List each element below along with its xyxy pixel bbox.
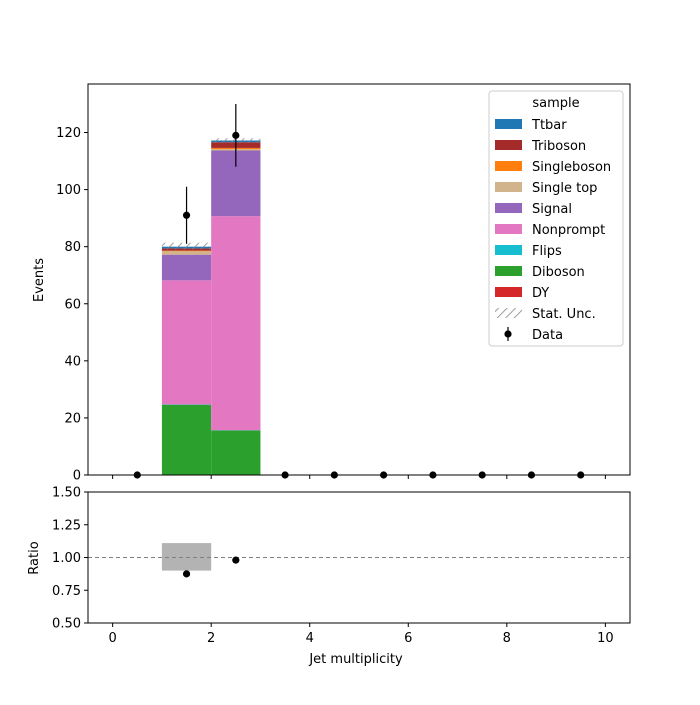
bar-single-top-bin-1 [162,251,211,254]
ratio-y-tick-label-4: 1.50 [52,486,81,501]
data-point-2 [232,132,239,139]
ratio-x-tick-label-2: 4 [306,631,314,646]
bar-singleboson-bin-1 [162,251,211,252]
main-y-tick-label-120: 120 [56,126,81,141]
legend-swatch-singleboson [495,161,522,171]
legend: sample Ttbar Triboson Singleboson Single to… [489,91,623,346]
legend-label-stat-unc: Stat. Unc. [532,307,596,322]
bar-diboson-bin-1 [162,405,211,475]
ratio-unc-band-0 [162,543,211,571]
legend-swatch-dy [495,287,522,297]
legend-label-dy: DY [532,286,549,301]
ratio-x-axis-title: Jet multiplicity [308,652,403,667]
legend-label-flips: Flips [532,244,562,259]
bar-nonprompt-bin-2 [211,216,260,430]
ratio-x-tick-label-3: 6 [404,631,412,646]
ratio-y-tick-label-3: 1.25 [52,518,81,533]
main-y-tick-label-80: 80 [64,240,81,255]
ratio-point-1 [232,557,239,564]
ratio-unc-band [162,543,211,571]
ratio-y-tick-label-0: 0.50 [52,617,81,632]
legend-swatch-data [504,330,511,337]
legend-label-ttbar: Ttbar [531,118,567,133]
ratio-x-tick-label-5: 10 [597,631,614,646]
legend-label-data: Data [532,328,563,343]
legend-label-triboson: Triboson [531,139,586,154]
legend-swatch-single-top [495,182,522,192]
bar-nonprompt-bin-1 [162,280,211,404]
legend-swatch-nonprompt [495,224,522,234]
main-y-tick-label-20: 20 [64,411,81,426]
ratio-y-axis-title: Ratio [27,541,42,574]
legend-swatch-stat-unc [495,308,522,318]
ratio-x-tick-label-0: 0 [108,631,116,646]
legend-swatch-diboson [495,266,522,276]
legend-label-single-top: Single top [532,181,597,196]
ratio-x-tick-label-4: 8 [503,631,511,646]
ratio-x-tick-label-1: 2 [207,631,215,646]
legend-swatch-flips [495,245,522,255]
ratio-y-tick-label-1: 0.75 [52,584,81,599]
main-y-tick-label-100: 100 [56,183,81,198]
main-y-tick-label-40: 40 [64,354,81,369]
main-y-tick-label-60: 60 [64,297,81,312]
data-point-1 [183,212,190,219]
main-y-tick-label-0: 0 [73,469,81,484]
main-y-axis-title: Events [32,258,47,302]
legend-swatch-signal [495,203,522,213]
legend-title: sample [532,96,579,111]
ratio-y-tick-label-2: 1.00 [52,551,81,566]
legend-swatch-triboson [495,140,522,150]
legend-label-signal: Signal [532,202,572,217]
legend-label-nonprompt: Nonprompt [532,223,605,238]
legend-label-singleboson: Singleboson [532,160,611,175]
bar-signal-bin-1 [162,255,211,281]
legend-swatch-ttbar [495,119,522,129]
legend-label-diboson: Diboson [532,265,585,280]
bar-diboson-bin-2 [211,430,260,474]
ratio-point-0 [183,570,190,577]
